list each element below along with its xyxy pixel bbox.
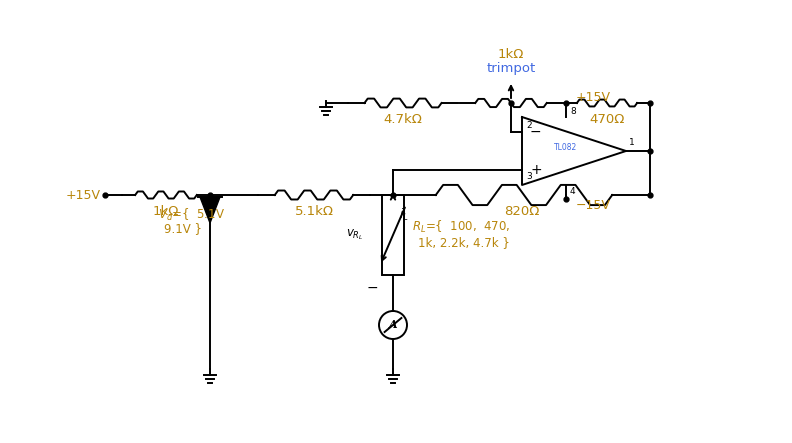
Text: $i_L$: $i_L$ [399,207,409,223]
Text: 1kΩ: 1kΩ [153,205,179,218]
Text: $V_d$={  5.1V: $V_d$={ 5.1V [158,207,225,223]
Text: 470Ω: 470Ω [589,113,625,126]
Text: −: − [367,281,378,295]
Text: $v_{R_L}$: $v_{R_L}$ [346,228,364,242]
Text: 8: 8 [570,106,576,116]
Text: 1kΩ: 1kΩ [498,48,524,61]
Text: −15V: −15V [576,198,611,211]
Text: 3: 3 [526,172,531,181]
Text: $R_L$={  100,  470,: $R_L$={ 100, 470, [412,219,511,235]
Text: 9.1V }: 9.1V } [164,222,202,236]
Text: 1: 1 [629,138,634,147]
Text: 1k, 2.2k, 4.7k }: 1k, 2.2k, 4.7k } [418,237,510,249]
Text: A: A [389,319,398,330]
Text: 2: 2 [526,121,531,130]
Text: 820Ω: 820Ω [504,205,539,218]
Text: 5.1kΩ: 5.1kΩ [295,205,333,218]
Polygon shape [200,197,220,223]
Bar [382,195,404,275]
Text: +15V: +15V [576,90,611,104]
Text: trimpot: trimpot [486,62,535,75]
Text: 4.7kΩ: 4.7kΩ [383,113,422,126]
Text: TL082: TL082 [554,143,577,152]
Text: −: − [530,125,542,139]
Text: 4: 4 [570,187,576,195]
Text: +15V: +15V [66,189,101,202]
Text: +: + [530,163,542,177]
